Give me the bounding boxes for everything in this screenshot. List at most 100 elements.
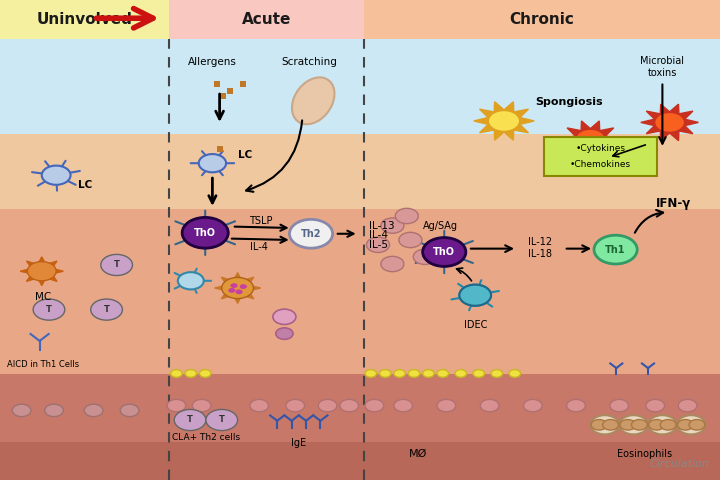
Circle shape	[395, 208, 418, 224]
FancyBboxPatch shape	[0, 374, 169, 442]
FancyBboxPatch shape	[364, 39, 720, 134]
Polygon shape	[641, 104, 698, 141]
Text: ThO: ThO	[433, 247, 455, 257]
Circle shape	[42, 166, 71, 185]
Text: Acute: Acute	[242, 12, 291, 27]
Circle shape	[91, 299, 122, 320]
Text: T: T	[114, 261, 120, 269]
Circle shape	[399, 232, 422, 248]
FancyBboxPatch shape	[544, 137, 657, 176]
Circle shape	[646, 399, 665, 412]
Circle shape	[648, 415, 677, 434]
Circle shape	[408, 370, 420, 377]
Circle shape	[199, 154, 226, 172]
Circle shape	[381, 218, 404, 233]
FancyBboxPatch shape	[0, 442, 169, 480]
Circle shape	[678, 399, 697, 412]
Circle shape	[423, 238, 466, 266]
Text: Chronic: Chronic	[509, 12, 574, 27]
Circle shape	[603, 420, 618, 430]
Circle shape	[84, 404, 103, 417]
Text: IFN-γ: IFN-γ	[656, 197, 690, 211]
Text: T: T	[46, 305, 52, 314]
FancyBboxPatch shape	[169, 209, 364, 374]
Circle shape	[206, 409, 238, 431]
Circle shape	[523, 399, 542, 412]
Circle shape	[394, 399, 413, 412]
FancyBboxPatch shape	[364, 442, 720, 480]
Circle shape	[199, 370, 211, 377]
Text: IL-13: IL-13	[369, 221, 395, 230]
Circle shape	[340, 399, 359, 412]
FancyBboxPatch shape	[169, 442, 364, 480]
Circle shape	[228, 288, 235, 293]
Ellipse shape	[292, 77, 335, 124]
FancyBboxPatch shape	[169, 0, 364, 39]
Circle shape	[594, 235, 637, 264]
Circle shape	[620, 420, 636, 430]
Text: •Chemokines: •Chemokines	[570, 159, 631, 168]
Text: LC: LC	[78, 180, 92, 190]
Polygon shape	[215, 273, 261, 303]
Circle shape	[423, 238, 466, 266]
Polygon shape	[474, 102, 534, 140]
Text: •Cytokines: •Cytokines	[575, 144, 626, 154]
Circle shape	[473, 370, 485, 377]
Circle shape	[649, 420, 665, 430]
FancyBboxPatch shape	[169, 374, 364, 442]
Circle shape	[240, 284, 247, 289]
Text: Th1: Th1	[606, 245, 626, 254]
Circle shape	[381, 256, 404, 272]
Circle shape	[365, 399, 384, 412]
Text: Eosinophils: Eosinophils	[617, 449, 672, 458]
Circle shape	[491, 370, 503, 377]
Text: Th2: Th2	[301, 229, 321, 239]
Circle shape	[678, 420, 693, 430]
Circle shape	[590, 415, 619, 434]
Text: ThO: ThO	[194, 228, 216, 238]
Circle shape	[27, 262, 56, 281]
Text: IL-4: IL-4	[251, 242, 268, 252]
Circle shape	[379, 370, 391, 377]
Circle shape	[289, 219, 333, 248]
Text: T: T	[187, 416, 193, 424]
Circle shape	[631, 420, 647, 430]
Circle shape	[413, 249, 436, 264]
Circle shape	[174, 409, 206, 431]
FancyBboxPatch shape	[169, 134, 364, 209]
FancyBboxPatch shape	[0, 209, 169, 374]
Polygon shape	[562, 121, 619, 157]
Circle shape	[33, 299, 65, 320]
Text: IL-4: IL-4	[369, 230, 387, 240]
Circle shape	[459, 285, 491, 306]
Circle shape	[394, 370, 405, 377]
Circle shape	[45, 404, 63, 417]
Circle shape	[689, 420, 705, 430]
Text: IL-18: IL-18	[528, 250, 552, 259]
Circle shape	[178, 272, 204, 289]
Text: MØ: MØ	[408, 449, 427, 458]
Text: Microbial
toxins: Microbial toxins	[640, 56, 685, 78]
Circle shape	[171, 370, 182, 377]
Text: Circulation: Circulation	[649, 459, 709, 469]
Circle shape	[167, 399, 186, 412]
Circle shape	[591, 420, 607, 430]
Text: T: T	[104, 305, 109, 314]
Circle shape	[101, 254, 132, 276]
Circle shape	[230, 283, 238, 288]
FancyBboxPatch shape	[364, 374, 720, 442]
Circle shape	[423, 370, 434, 377]
FancyBboxPatch shape	[169, 39, 364, 134]
FancyBboxPatch shape	[0, 134, 169, 209]
Circle shape	[192, 399, 211, 412]
Text: IL-5: IL-5	[369, 240, 387, 250]
FancyBboxPatch shape	[0, 39, 169, 134]
Circle shape	[365, 370, 377, 377]
Circle shape	[185, 370, 197, 377]
Polygon shape	[20, 257, 63, 286]
Circle shape	[654, 112, 685, 132]
Circle shape	[677, 415, 706, 434]
Circle shape	[250, 399, 269, 412]
Circle shape	[222, 277, 253, 299]
Text: T: T	[219, 416, 225, 424]
